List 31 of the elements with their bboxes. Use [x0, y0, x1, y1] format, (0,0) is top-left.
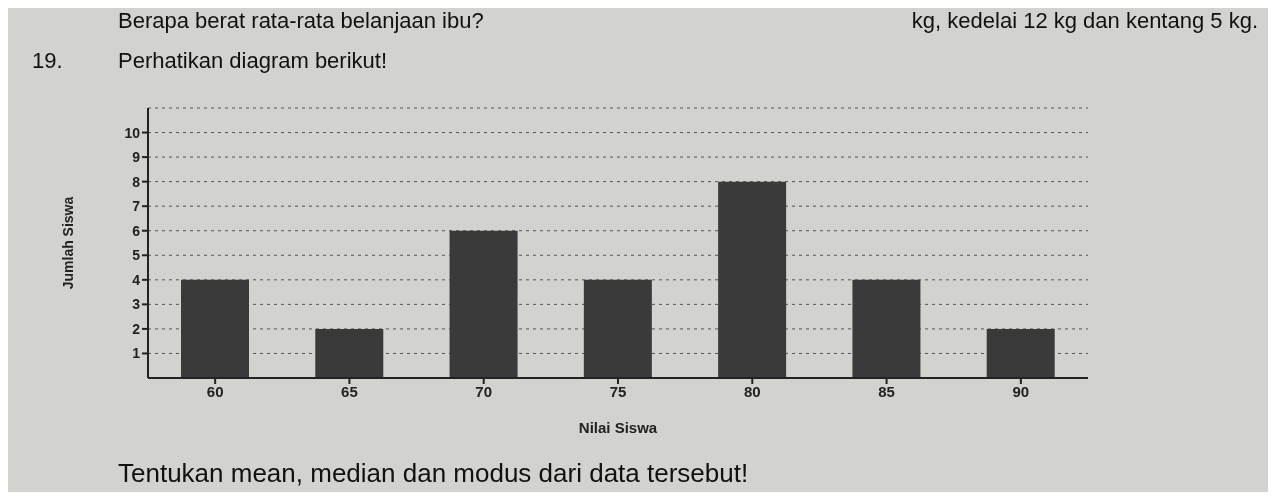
x-tick-label: 70	[475, 382, 493, 400]
x-axis-title: Nilai Siswa	[578, 419, 658, 436]
bar	[315, 328, 384, 378]
bar	[449, 230, 518, 378]
x-tick-label: 85	[878, 382, 895, 400]
y-tick-label: 10	[124, 124, 141, 141]
y-tick-label: 3	[132, 296, 141, 313]
x-tick-label: 65	[341, 382, 358, 400]
bar	[986, 328, 1055, 378]
text: 19.	[32, 48, 63, 74]
x-tick-label: 60	[206, 382, 224, 400]
x-tick-label: 80	[743, 382, 761, 400]
text: Berapa berat rata-rata belanjaan ibu?	[118, 8, 484, 34]
y-tick-label: 2	[132, 320, 141, 337]
y-tick-label: 4	[132, 271, 141, 288]
bar	[181, 279, 249, 378]
x-tick-label: 90	[1012, 382, 1030, 400]
bar	[583, 279, 652, 378]
text: Tentukan mean, median dan modus dari data tersebut!	[118, 458, 749, 489]
chart-title: Perhatikan diagram berikut!	[118, 48, 388, 74]
y-axis-title: Jumlah Siswa	[59, 196, 76, 290]
y-tick-label: 9	[132, 149, 141, 166]
y-tick-label: 6	[132, 222, 141, 239]
bar	[852, 279, 921, 378]
y-tick-label: 7	[132, 198, 141, 215]
bar	[718, 181, 787, 378]
y-tick-label: 1	[132, 345, 141, 362]
text: kg, kedelai 12 kg dan kentang 5 kg.	[911, 8, 1258, 34]
y-tick-label: 5	[132, 247, 141, 264]
x-tick-label: 75	[609, 382, 627, 400]
y-tick-label: 8	[132, 173, 141, 190]
